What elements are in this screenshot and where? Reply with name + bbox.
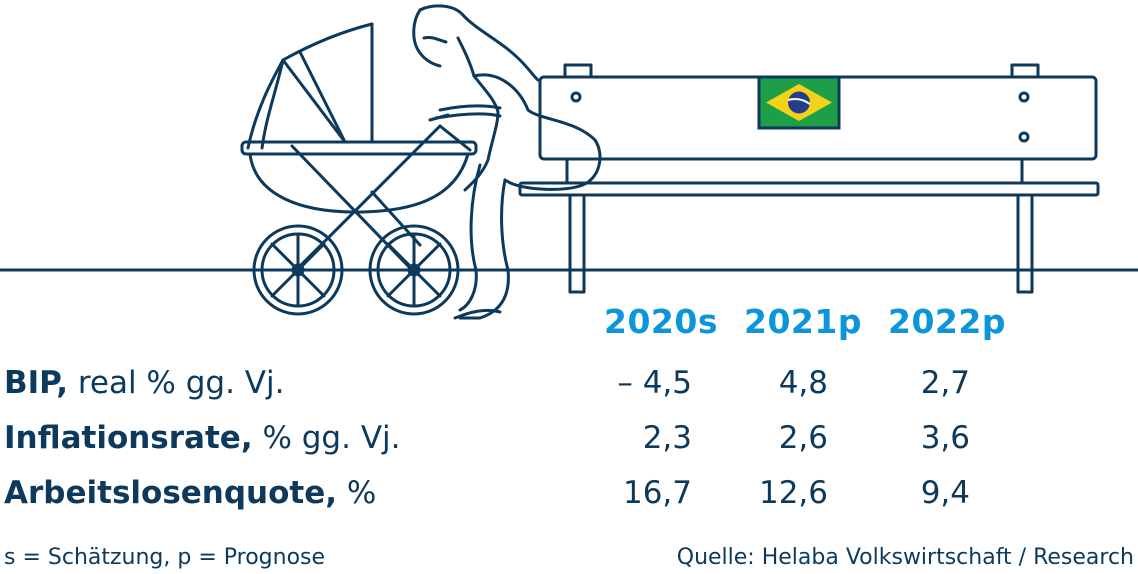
row-label-rest: real % gg. Vj. xyxy=(67,365,285,401)
illustration-woman-pram-bench xyxy=(0,4,1138,320)
footnote: s = Schätzung, p = Prognose xyxy=(4,545,326,570)
row-label-inflation: Inflationsrate, % gg. Vj. xyxy=(4,420,401,456)
value-inflation-2020: 2,3 xyxy=(642,420,692,456)
row-label-rest: % gg. Vj. xyxy=(252,420,401,456)
column-header-2021: 2021p xyxy=(744,302,862,341)
row-label-bold: Inflationsrate, xyxy=(4,420,253,456)
bench xyxy=(518,63,1100,294)
value-bip-2022: 2,7 xyxy=(920,365,970,401)
value-bip-2020: – 4,5 xyxy=(617,365,692,401)
pram xyxy=(240,22,478,316)
value-inflation-2022: 3,6 xyxy=(920,420,970,456)
row-label-bip: BIP, real % gg. Vj. xyxy=(4,365,284,401)
row-label-bold: Arbeitslosenquote, xyxy=(4,475,338,511)
value-unemployment-2022: 9,4 xyxy=(920,475,970,511)
column-header-2020: 2020s xyxy=(604,302,718,341)
row-label-unemployment: Arbeitslosenquote, % xyxy=(4,475,376,511)
value-bip-2021: 4,8 xyxy=(778,365,828,401)
row-label-rest: % xyxy=(337,475,377,511)
value-unemployment-2020: 16,7 xyxy=(622,475,692,511)
woman-figure xyxy=(412,4,602,320)
column-header-2022: 2022p xyxy=(888,302,1006,341)
source-note: Quelle: Helaba Volkswirtschaft / Researc… xyxy=(676,545,1134,570)
value-inflation-2021: 2,6 xyxy=(778,420,828,456)
brazil-flag-icon xyxy=(757,75,841,130)
row-label-bold: BIP, xyxy=(4,365,68,401)
value-unemployment-2021: 12,6 xyxy=(758,475,828,511)
